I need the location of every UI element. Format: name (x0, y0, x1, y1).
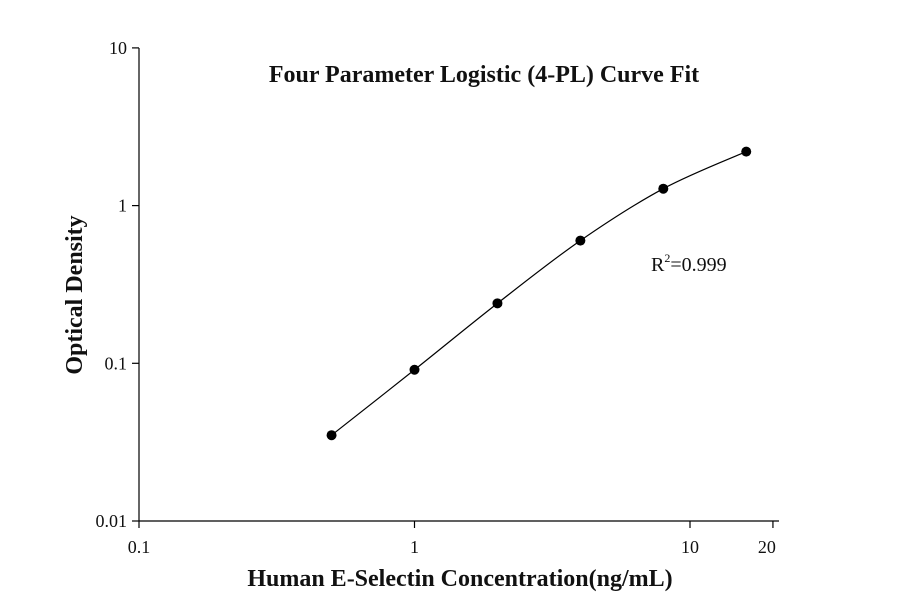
r-squared-base: R (651, 254, 665, 276)
chart-title: Four Parameter Logistic (4-PL) Curve Fit (269, 62, 699, 88)
y-axis-ticks: 0.01 0.1 1 10 (96, 38, 139, 531)
x-tick-label: 20 (758, 537, 776, 557)
y-tick-label: 10 (109, 38, 127, 58)
r-squared-annotation: R2=0.999 (651, 251, 727, 276)
data-point (409, 364, 420, 375)
data-point (575, 235, 586, 246)
x-tick-label: 0.1 (128, 537, 151, 557)
data-point (658, 183, 669, 194)
r-squared-superscript: 2 (664, 251, 670, 265)
data-point (326, 430, 337, 441)
data-point (741, 146, 752, 157)
r-squared-value: =0.999 (670, 254, 726, 276)
data-points (326, 146, 752, 441)
data-point (492, 298, 503, 309)
x-tick-label: 10 (681, 537, 699, 557)
x-axis-ticks: 0.1 1 10 20 (128, 521, 776, 557)
x-axis-title: Human E-Selectin Concentration(ng/mL) (247, 566, 672, 592)
y-tick-label: 0.1 (105, 353, 128, 373)
y-tick-label: 1 (118, 196, 127, 216)
x-tick-label: 1 (410, 537, 419, 557)
fit-curve (331, 151, 747, 436)
y-tick-label: 0.01 (96, 511, 128, 531)
y-axis-title: Optical Density (62, 215, 88, 374)
